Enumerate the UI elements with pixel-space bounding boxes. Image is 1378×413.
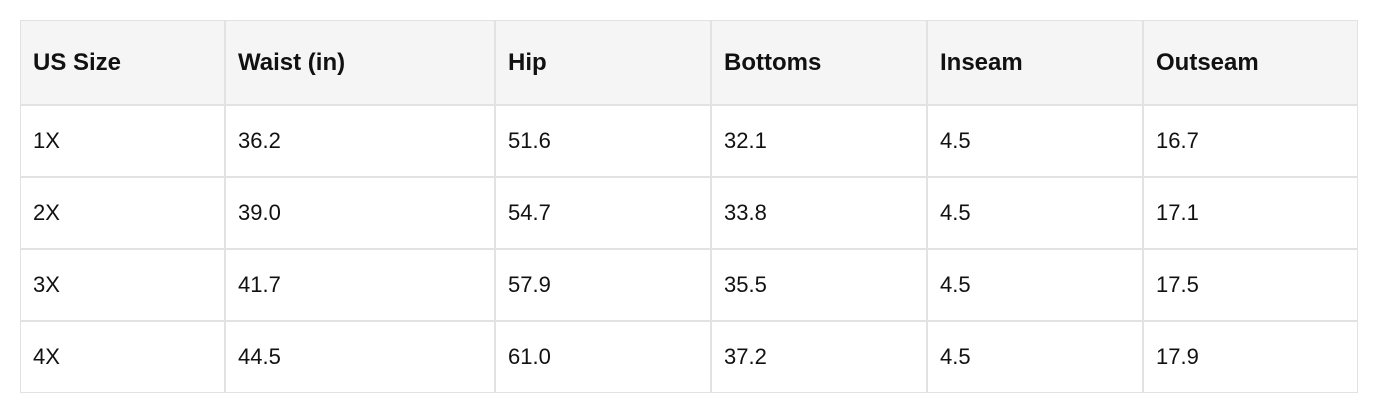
table-body: 1X 36.2 51.6 32.1 4.5 16.7 2X 39.0 54.7 33.8 4.5 17…	[20, 105, 1358, 393]
table-cell: 1X	[20, 105, 225, 177]
header-cell: US Size	[20, 20, 225, 105]
table-cell: 41.7	[225, 249, 495, 321]
header-row: US Size Waist (in) Hip Bottoms Inseam Outseam	[20, 20, 1358, 105]
size-table: US Size Waist (in) Hip Bottoms Inseam Outseam…	[20, 20, 1358, 393]
table-cell: 51.6	[495, 105, 711, 177]
table-cell: 4.5	[927, 105, 1143, 177]
header-cell: Bottoms	[711, 20, 927, 105]
table-cell: 17.5	[1143, 249, 1358, 321]
table-row: 3X 41.7 57.9 35.5 4.5 17.5	[20, 249, 1358, 321]
table-cell: 4X	[20, 321, 225, 393]
table-cell: 39.0	[225, 177, 495, 249]
table-cell: 17.1	[1143, 177, 1358, 249]
table-cell: 36.2	[225, 105, 495, 177]
table-cell: 32.1	[711, 105, 927, 177]
table-cell: 4.5	[927, 249, 1143, 321]
table-cell: 37.2	[711, 321, 927, 393]
table-cell: 17.9	[1143, 321, 1358, 393]
table-cell: 3X	[20, 249, 225, 321]
table-cell: 54.7	[495, 177, 711, 249]
table-cell: 35.5	[711, 249, 927, 321]
table-cell: 57.9	[495, 249, 711, 321]
table-cell: 44.5	[225, 321, 495, 393]
table-cell: 2X	[20, 177, 225, 249]
header-cell: Hip	[495, 20, 711, 105]
table-cell: 4.5	[927, 321, 1143, 393]
table-row: 2X 39.0 54.7 33.8 4.5 17.1	[20, 177, 1358, 249]
table-cell: 33.8	[711, 177, 927, 249]
table-row: 4X 44.5 61.0 37.2 4.5 17.9	[20, 321, 1358, 393]
table-row: 1X 36.2 51.6 32.1 4.5 16.7	[20, 105, 1358, 177]
header-cell: Waist (in)	[225, 20, 495, 105]
header-cell: Outseam	[1143, 20, 1358, 105]
table-cell: 4.5	[927, 177, 1143, 249]
table-cell: 61.0	[495, 321, 711, 393]
table-header: US Size Waist (in) Hip Bottoms Inseam Outseam	[20, 20, 1358, 105]
header-cell: Inseam	[927, 20, 1143, 105]
table-cell: 16.7	[1143, 105, 1358, 177]
